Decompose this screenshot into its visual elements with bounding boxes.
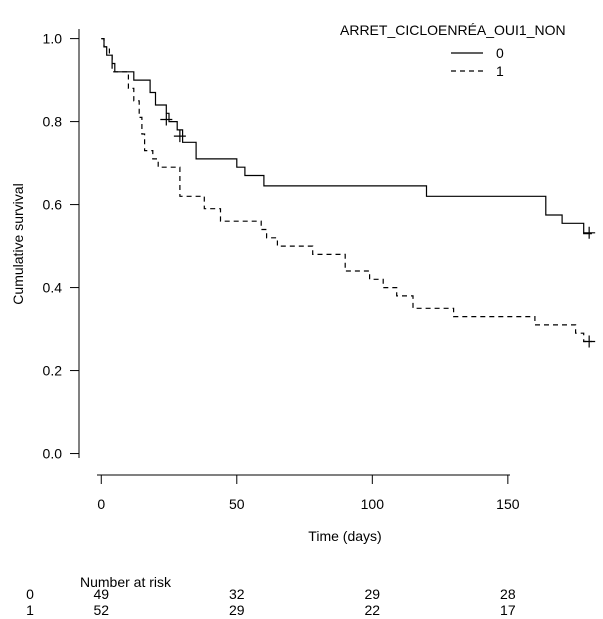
risk-count: 22 [365, 602, 381, 618]
risk-row-group-label: 0 [26, 586, 34, 602]
x-tick-label: 0 [97, 496, 105, 512]
plot-area: 0.0 0.2 0.4 0.6 0.8 1.0 0 50 100 150 [43, 29, 596, 512]
y-tick-label: 0.6 [43, 197, 63, 213]
y-tick-label: 0.2 [43, 363, 63, 379]
series-1-curve [101, 38, 592, 343]
y-axis-label: Cumulative survival [10, 183, 26, 304]
y-tick-label: 0.0 [43, 446, 63, 462]
legend-label-0: 0 [496, 45, 504, 61]
y-tick-label: 0.4 [43, 280, 63, 296]
censor-mark [583, 226, 596, 239]
risk-row-group-label: 1 [26, 602, 34, 618]
x-tick-label: 50 [229, 496, 245, 512]
x-tick-label: 100 [361, 496, 385, 512]
x-axis-label: Time (days) [308, 528, 381, 544]
x-tick-label: 150 [496, 496, 520, 512]
risk-count: 29 [365, 586, 381, 602]
series-0-curve [101, 38, 592, 235]
risk-count: 29 [229, 602, 245, 618]
censor-mark [583, 335, 596, 348]
y-axis-ticks: 0.0 0.2 0.4 0.6 0.8 1.0 [43, 31, 79, 462]
legend: ARRET_CICLOENRÉA_OUI1_NON 0 1 [340, 22, 566, 79]
risk-table-title: Number at risk [80, 574, 172, 590]
risk-count: 52 [93, 602, 109, 618]
censor-mark [160, 113, 173, 126]
risk-count: 32 [229, 586, 245, 602]
legend-label-1: 1 [496, 63, 504, 79]
risk-count: 28 [500, 586, 516, 602]
censor-mark [173, 130, 186, 143]
risk-count: 17 [500, 602, 516, 618]
series-layer [101, 38, 596, 348]
risk-table: Number at risk 0 49 32 29 281 52 29 22 17 [26, 574, 516, 618]
x-axis-ticks: 0 50 100 150 [97, 475, 520, 512]
risk-count: 49 [93, 586, 109, 602]
legend-title: ARRET_CICLOENRÉA_OUI1_NON [340, 22, 566, 38]
y-tick-label: 1.0 [43, 31, 63, 47]
y-tick-label: 0.8 [43, 114, 63, 130]
risk-table-rows: 0 49 32 29 281 52 29 22 17 [26, 586, 516, 618]
